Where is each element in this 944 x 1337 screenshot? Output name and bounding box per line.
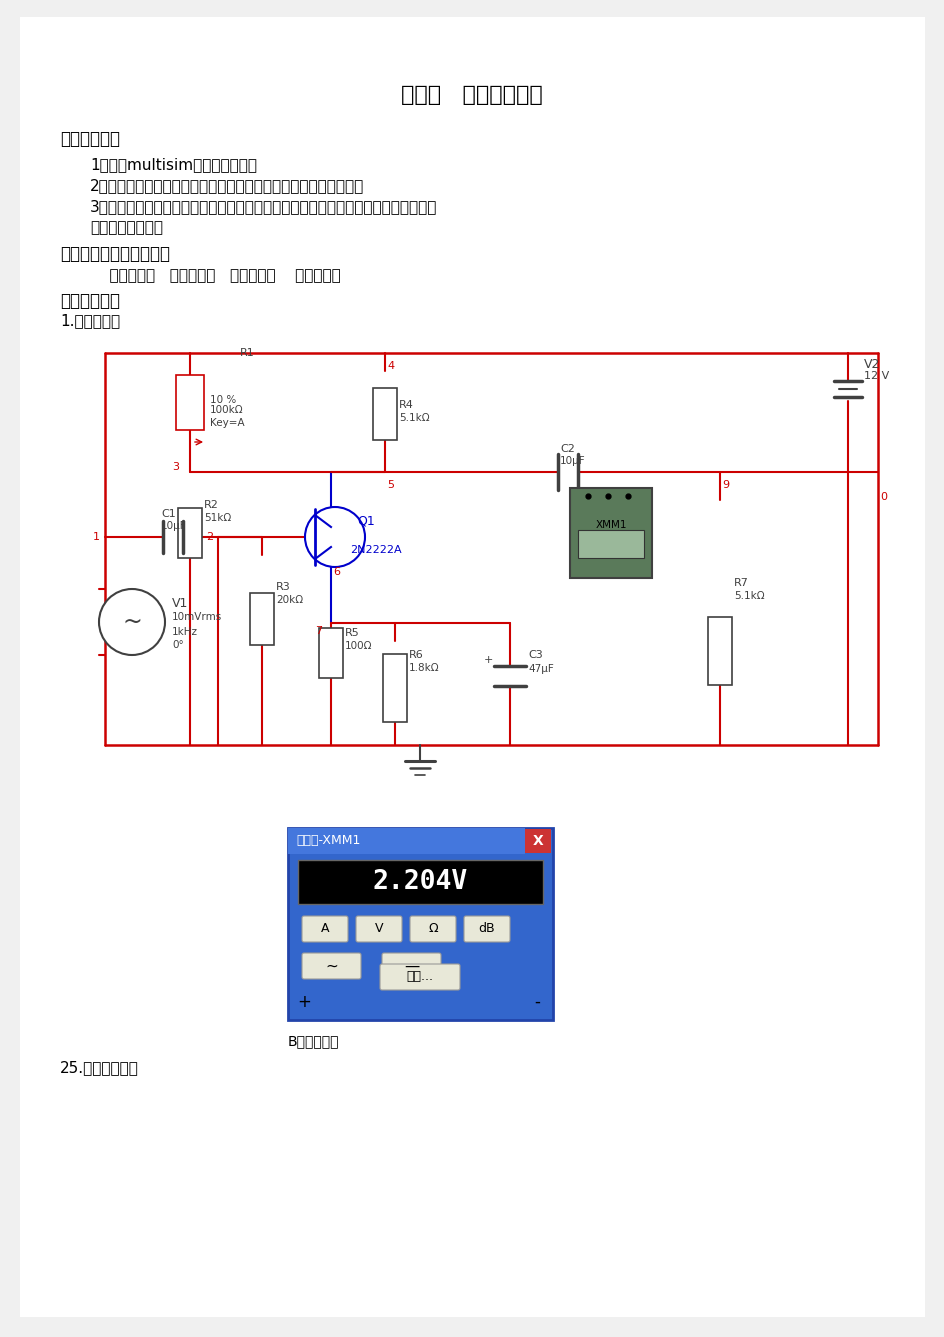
Text: 3: 3	[172, 463, 178, 472]
Text: C1: C1	[160, 509, 176, 519]
Text: R1: R1	[240, 348, 255, 358]
Text: R2: R2	[204, 500, 219, 509]
Bar	[176, 374, 204, 431]
Text: R4: R4	[398, 400, 413, 410]
Text: R3: R3	[276, 582, 291, 592]
FancyBboxPatch shape	[302, 953, 361, 979]
Text: C3: C3	[528, 650, 542, 660]
Text: —: —	[403, 959, 419, 973]
Text: 5.1kΩ: 5.1kΩ	[733, 591, 764, 602]
Text: R5: R5	[345, 628, 360, 638]
Text: XMM1: XMM1	[595, 520, 626, 529]
FancyBboxPatch shape	[464, 916, 510, 943]
Circle shape	[99, 590, 165, 655]
Text: 设置...: 设置...	[406, 971, 433, 984]
Text: 7: 7	[314, 626, 322, 636]
Text: R7: R7	[733, 578, 748, 588]
Text: 4: 4	[387, 361, 394, 370]
Text: X: X	[532, 834, 543, 848]
Text: V1: V1	[172, 598, 188, 610]
FancyBboxPatch shape	[356, 916, 401, 943]
FancyBboxPatch shape	[379, 964, 460, 989]
Text: 2.204V: 2.204V	[373, 869, 467, 894]
Text: +: +	[296, 993, 311, 1011]
Text: +: +	[482, 655, 492, 664]
Text: Key=A: Key=A	[210, 418, 244, 428]
Bar	[569, 488, 651, 578]
Text: 实验一   单级放大电路: 实验一 单级放大电路	[400, 86, 542, 106]
Text: 6: 6	[332, 567, 340, 578]
Text: 万用表-XMM1: 万用表-XMM1	[295, 834, 360, 848]
Text: 9: 9	[721, 480, 729, 489]
Bar	[578, 529, 643, 558]
Text: 10μF: 10μF	[160, 521, 186, 531]
Bar	[288, 828, 552, 1020]
Text: ~: ~	[325, 959, 338, 973]
Text: 1: 1	[93, 532, 100, 541]
Text: 三、实验步骤: 三、实验步骤	[59, 291, 120, 310]
Text: V2: V2	[863, 358, 880, 370]
Text: 一、实验目的: 一、实验目的	[59, 130, 120, 148]
Bar	[373, 388, 396, 440]
Text: 2N2222A: 2N2222A	[349, 545, 401, 555]
Text: 1、熟悉multisim软件的使用方法: 1、熟悉multisim软件的使用方法	[90, 156, 257, 172]
Text: 10μF: 10μF	[560, 456, 585, 467]
Bar	[707, 616, 732, 685]
Text: 二、虚拟实验仪器及器材: 二、虚拟实验仪器及器材	[59, 245, 170, 263]
Text: 5: 5	[387, 480, 394, 489]
Circle shape	[305, 507, 364, 567]
Text: V: V	[375, 923, 383, 936]
Bar	[319, 628, 343, 678]
Text: Ω: Ω	[428, 923, 437, 936]
Text: 100Ω: 100Ω	[345, 640, 372, 651]
Bar	[250, 594, 274, 644]
Text: 20kΩ: 20kΩ	[276, 595, 303, 606]
Text: Q1: Q1	[357, 515, 375, 528]
Bar	[177, 508, 202, 558]
Text: 1.8kΩ: 1.8kΩ	[409, 663, 439, 673]
Text: B级对地电压: B级对地电压	[288, 1034, 339, 1048]
FancyBboxPatch shape	[381, 953, 441, 979]
Text: dB: dB	[479, 923, 495, 936]
Text: 10mVrms: 10mVrms	[172, 612, 222, 622]
Bar	[382, 654, 407, 722]
Text: 10 %: 10 %	[210, 394, 236, 405]
Text: 3、学习放大器静态工作点、电压放大倍数，输入电阻、输出电阻的仿真方法，了解共: 3、学习放大器静态工作点、电压放大倍数，输入电阻、输出电阻的仿真方法，了解共	[90, 199, 437, 214]
Text: 100kΩ: 100kΩ	[210, 405, 244, 414]
Text: 1.仿真电路图: 1.仿真电路图	[59, 313, 120, 328]
Text: 5.1kΩ: 5.1kΩ	[398, 413, 430, 422]
Text: ~: ~	[122, 610, 142, 634]
Text: C2: C2	[560, 444, 574, 455]
Text: 51kΩ: 51kΩ	[204, 513, 231, 523]
Text: 0°: 0°	[172, 640, 183, 650]
Text: A: A	[320, 923, 329, 936]
Text: 2、掌握放大器的静态工作点的仿真方法，及对放大器性能的影响。: 2、掌握放大器的静态工作点的仿真方法，及对放大器性能的影响。	[90, 178, 363, 193]
Text: 12 V: 12 V	[863, 370, 888, 381]
Text: 1kHz: 1kHz	[172, 627, 198, 636]
Text: 2: 2	[206, 532, 213, 541]
Text: 双踪示波器   信号发生器   交流毫伏表    数字万用表: 双踪示波器 信号发生器 交流毫伏表 数字万用表	[90, 267, 341, 283]
FancyBboxPatch shape	[410, 916, 456, 943]
Bar	[288, 828, 525, 854]
Bar	[297, 860, 543, 904]
Text: 25.静态数据仿真: 25.静态数据仿真	[59, 1060, 139, 1075]
Bar	[525, 829, 550, 853]
Text: 0: 0	[879, 492, 886, 501]
Text: R6: R6	[409, 650, 423, 660]
Text: -: -	[533, 993, 539, 1011]
FancyBboxPatch shape	[302, 916, 347, 943]
Text: 射级电路的特性。: 射级电路的特性。	[90, 221, 162, 235]
Text: 47μF: 47μF	[528, 664, 553, 674]
